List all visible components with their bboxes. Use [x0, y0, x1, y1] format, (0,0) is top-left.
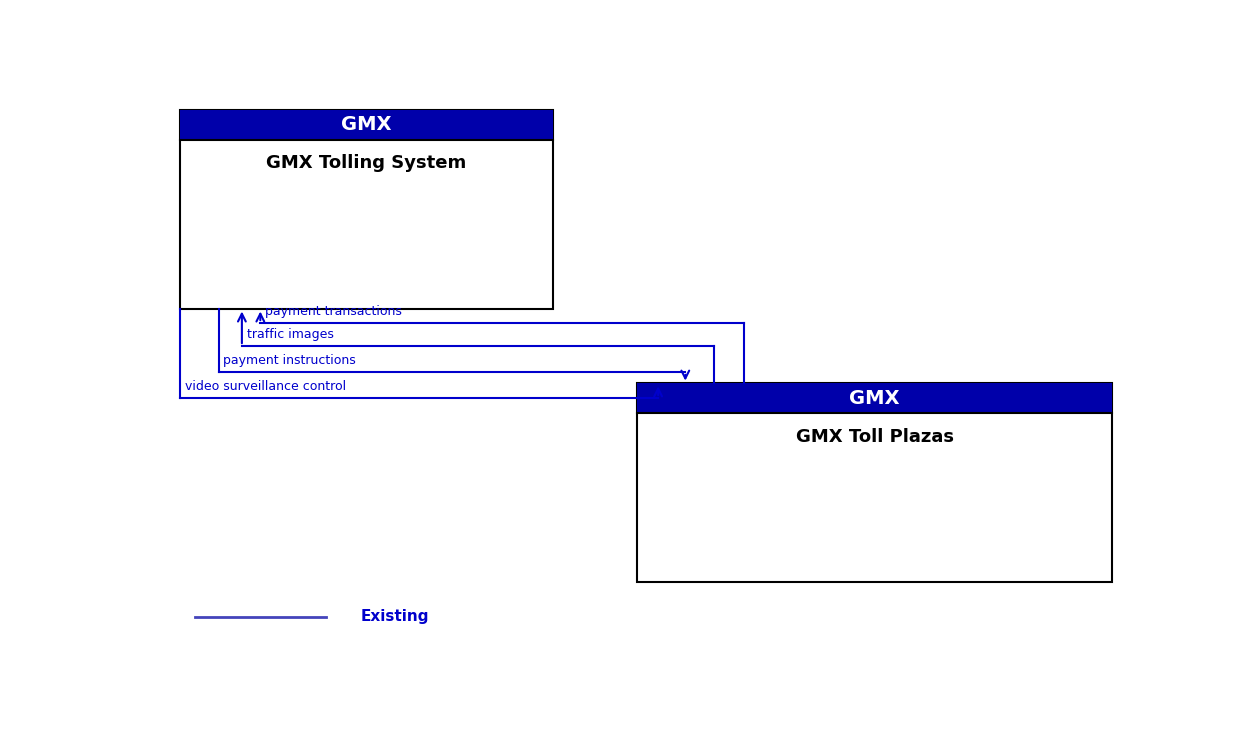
Text: GMX Toll Plazas: GMX Toll Plazas [795, 428, 954, 446]
Text: payment instructions: payment instructions [223, 355, 357, 367]
Bar [637, 384, 1112, 582]
Text: video surveillance control: video surveillance control [184, 380, 346, 393]
Bar [637, 384, 1112, 414]
Text: GMX Tolling System: GMX Tolling System [267, 154, 467, 172]
Text: Existing: Existing [361, 610, 428, 625]
Text: payment transactions: payment transactions [265, 305, 402, 319]
Text: GMX: GMX [342, 115, 392, 135]
Bar [180, 110, 553, 309]
Text: traffic images: traffic images [247, 328, 333, 341]
Text: GMX: GMX [849, 389, 900, 408]
Bar [180, 110, 553, 140]
